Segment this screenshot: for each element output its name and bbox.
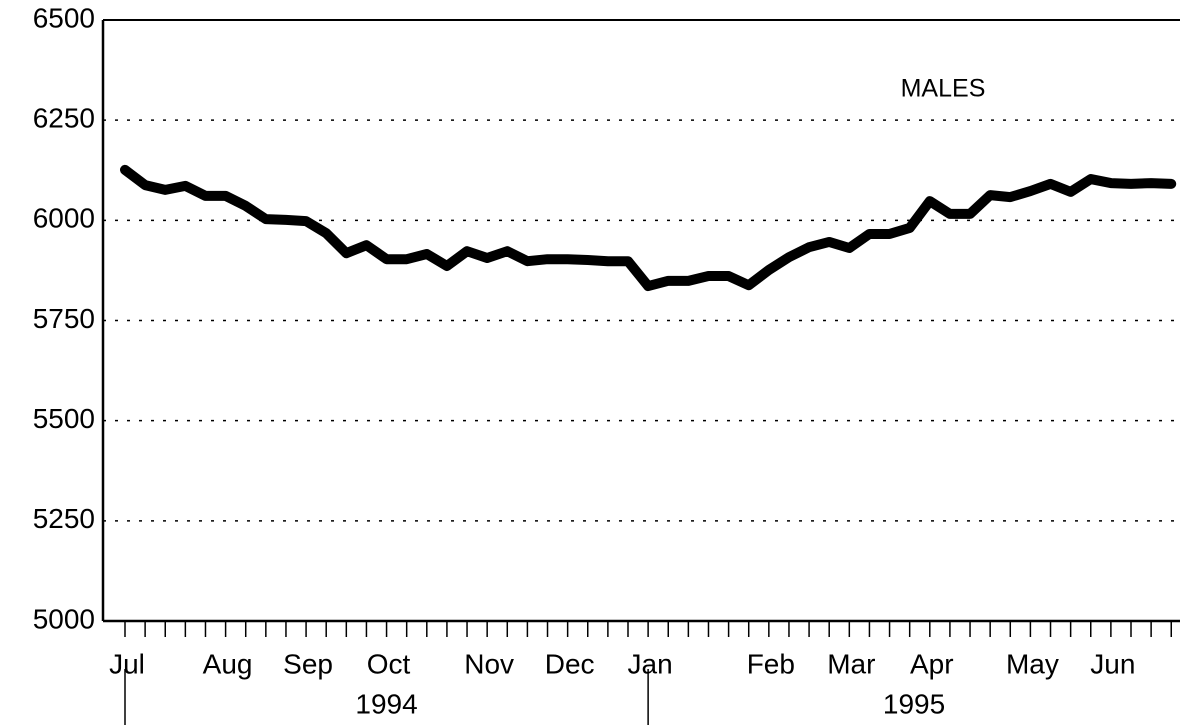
y-tick-label: 5750 bbox=[33, 303, 95, 334]
x-tick-label: Jan bbox=[628, 648, 673, 679]
x-tick-label: Jul bbox=[109, 648, 145, 679]
x-tick-label: Feb bbox=[747, 648, 795, 679]
y-tick-label: 6000 bbox=[33, 203, 95, 234]
x-tick-label: Dec bbox=[545, 648, 595, 679]
x-tick-label: Jun bbox=[1090, 648, 1135, 679]
annotation: MALES bbox=[901, 75, 986, 103]
x-tick-label: Apr bbox=[910, 648, 954, 679]
x-tick-label: Oct bbox=[367, 648, 411, 679]
x-tick-label: Sep bbox=[283, 648, 333, 679]
x-tick-label: May bbox=[1006, 648, 1059, 679]
y-tick-label: 6500 bbox=[33, 2, 95, 33]
y-tick-label: 5500 bbox=[33, 403, 95, 434]
x-tick-label: Mar bbox=[827, 648, 875, 679]
year-label: 1994 bbox=[355, 688, 417, 719]
data-line bbox=[120, 164, 1177, 292]
x-tick-label: Aug bbox=[203, 648, 253, 679]
x-tick-label: Nov bbox=[464, 648, 514, 679]
y-tick-label: 6250 bbox=[33, 103, 95, 134]
y-tick-label: 5250 bbox=[33, 503, 95, 534]
year-label: 1995 bbox=[883, 688, 945, 719]
y-tick-label: 5000 bbox=[33, 603, 95, 634]
